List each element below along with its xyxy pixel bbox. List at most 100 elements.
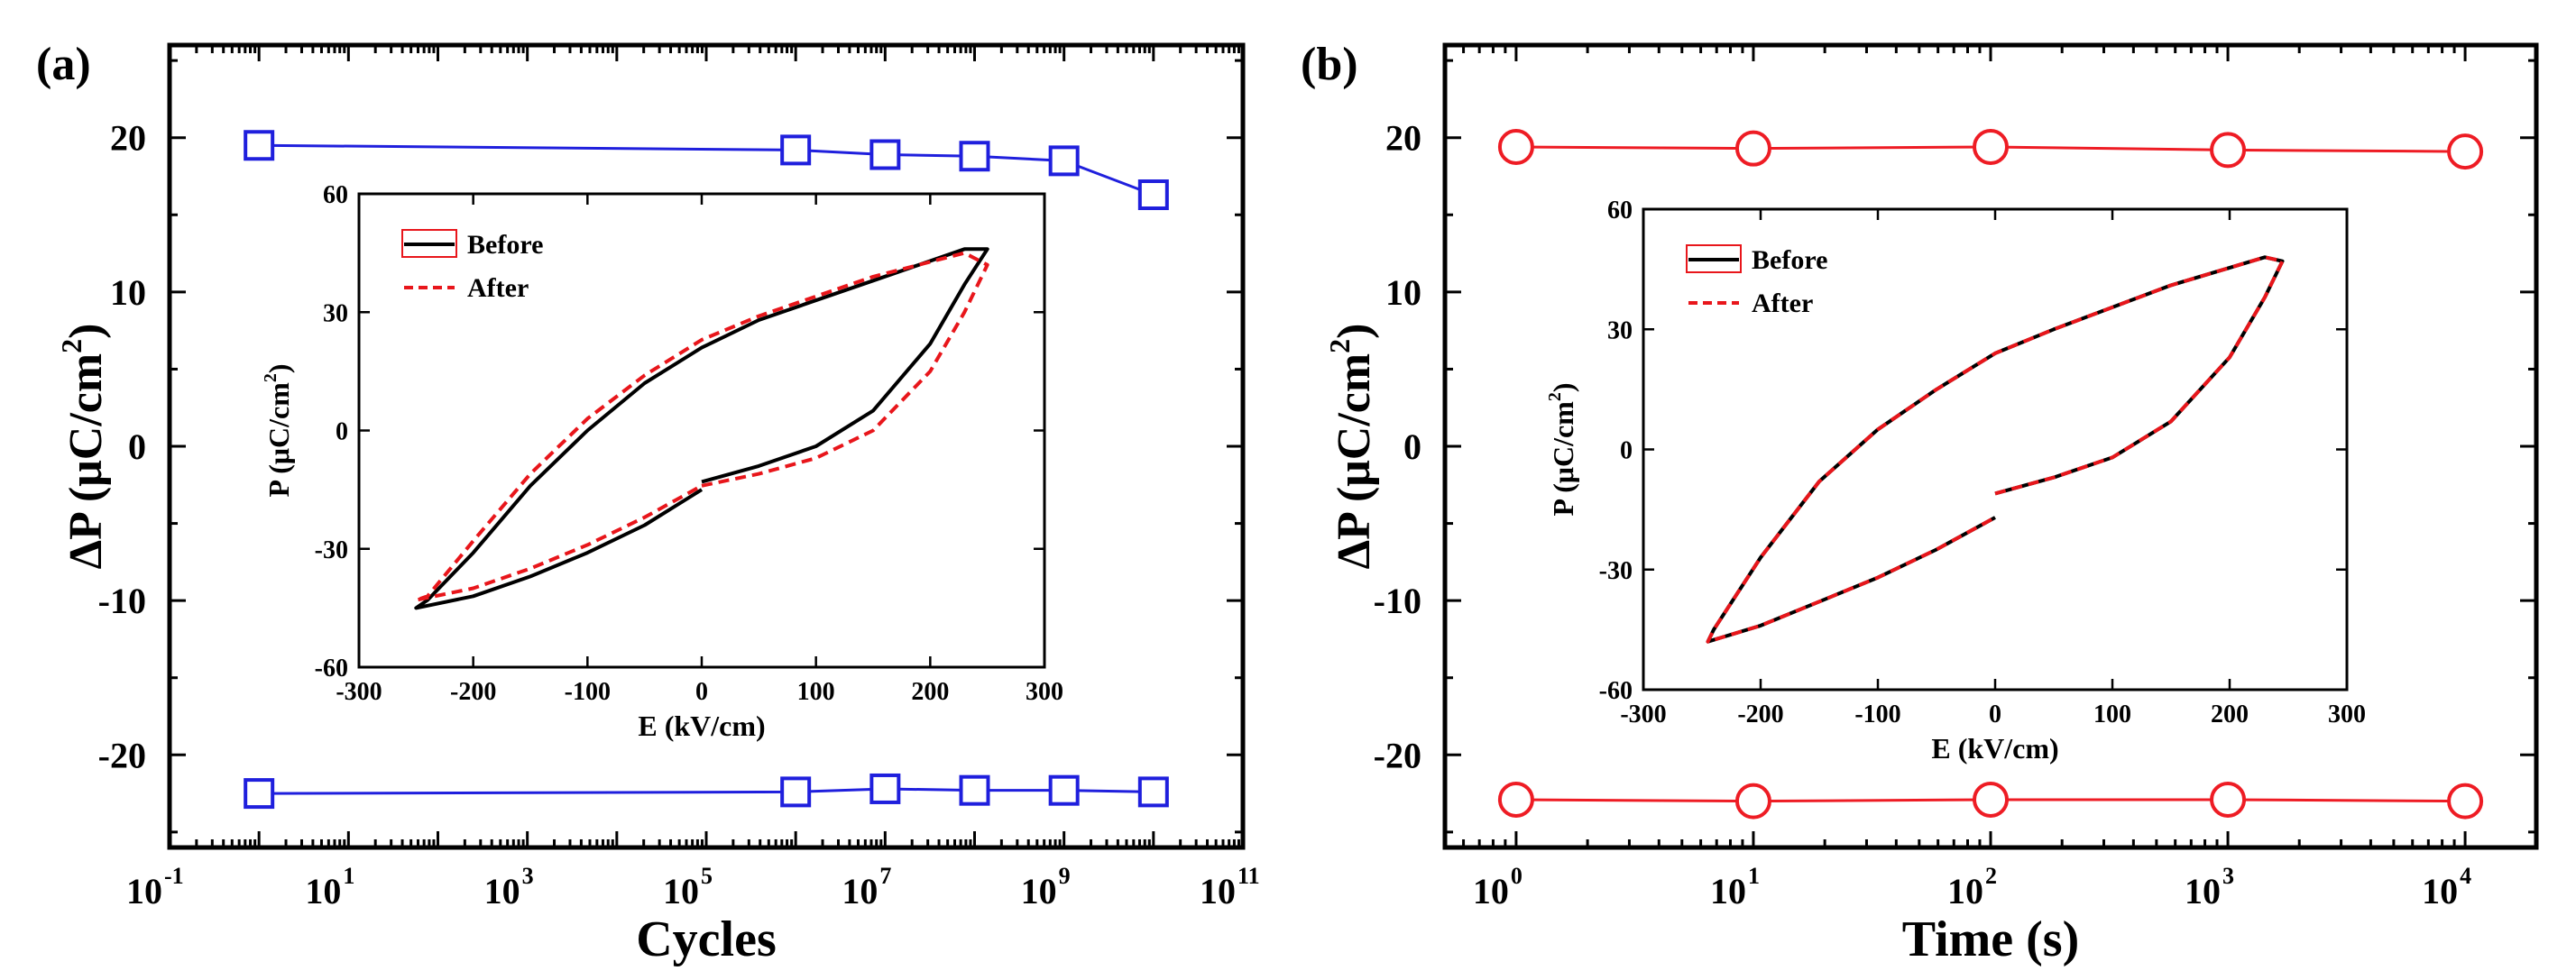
x-tick-label-exponent: 0: [1511, 863, 1523, 889]
inset-x-tick-label: -100: [1854, 701, 1900, 728]
inset-y-tick-label: -30: [1599, 557, 1633, 585]
inset-y-tick-label: 0: [1620, 437, 1633, 465]
inset-x-tick-label: -200: [1737, 701, 1783, 728]
y-tick-label: -20: [98, 735, 146, 775]
inset-y-tick-label: -30: [315, 536, 348, 564]
data-point-circle: [1973, 781, 2009, 818]
x-tick-label-exponent: 7: [879, 863, 891, 889]
y-axis-title-end: ): [1329, 323, 1380, 338]
y-axis-title-main: ΔP (μC/cm: [60, 353, 112, 570]
inset-y-title-sup: 2: [261, 373, 281, 382]
inset-x-tick-label: 300: [2328, 701, 2366, 728]
data-point-square: [1048, 145, 1080, 177]
x-tick-label-base: 10: [842, 871, 878, 911]
data-point-circle: [1497, 128, 1534, 165]
inset-frame: [1642, 207, 2349, 691]
x-tick-label: 10 0: [1473, 863, 1523, 911]
x-tick-label-exponent: 9: [1059, 863, 1071, 889]
x-tick-label-base: 10: [2185, 871, 2221, 911]
data-point-square: [244, 778, 275, 810]
y-tick-label: 20: [110, 118, 146, 159]
y-tick-label: -10: [98, 581, 146, 621]
y-tick-label: -20: [1374, 735, 1421, 775]
x-tick-label-base: 10: [305, 871, 341, 911]
inset-y-title-main: P (μC/cm: [1547, 401, 1579, 517]
x-tick-label-base: 10: [1947, 871, 1983, 911]
y-tick-label: 0: [128, 426, 146, 467]
x-tick-label-base: 10: [663, 871, 699, 911]
x-tick-label: 10 -1: [126, 863, 184, 911]
inset-x-axis-title: E (kV/cm): [1931, 732, 2058, 765]
x-tick-label-exponent: 3: [522, 863, 534, 889]
x-axis-title: Cycles: [636, 911, 777, 967]
data-point-circle: [1734, 130, 1771, 167]
x-tick-label-base: 10: [1200, 871, 1236, 911]
x-tick-label-exponent: 1: [343, 863, 354, 889]
inset-x-tick-label: 0: [1989, 701, 2001, 728]
x-tick-label-base: 10: [1710, 871, 1746, 911]
y-tick-label: 10: [1385, 272, 1421, 313]
y-axis-title-sup: 2: [55, 339, 87, 353]
inset-x-tick-label: 100: [2093, 701, 2131, 728]
inset-y-tick-label: -60: [1599, 677, 1633, 705]
y-axis-title-main: ΔP (μC/cm: [1329, 353, 1380, 570]
data-point-square: [869, 139, 901, 170]
x-tick-label: 10 2: [1947, 863, 1997, 911]
x-tick-label: 10 5: [663, 863, 713, 911]
inset-loop-after: [414, 251, 989, 602]
inset-y-tick-label: 60: [323, 181, 348, 209]
data-point-square: [1137, 776, 1169, 808]
data-point-square: [244, 130, 275, 161]
x-tick-label: 10 3: [2185, 863, 2234, 911]
inset-loop-after: [1706, 255, 2285, 644]
data-point-circle: [2447, 133, 2484, 170]
inset-x-tick-label: -300: [336, 678, 382, 706]
x-tick-label-exponent: 3: [2222, 863, 2234, 889]
y-tick-label: -10: [1374, 581, 1421, 621]
inset-loop-before: [414, 247, 989, 610]
data-point-circle: [2447, 783, 2484, 820]
x-tick-label: 10 11: [1200, 863, 1260, 911]
data-point-square: [780, 134, 812, 166]
x-tick-label-exponent: 4: [2460, 863, 2471, 889]
inset-x-tick-label: 100: [797, 678, 835, 706]
x-tick-label: 10 1: [305, 863, 354, 911]
x-tick-label-base: 10: [1473, 871, 1509, 911]
x-tick-label-base: 10: [126, 871, 162, 911]
x-tick-label-base: 10: [484, 871, 520, 911]
inset-y-tick-label: -60: [315, 655, 348, 682]
x-tick-label: 10 9: [1021, 863, 1071, 911]
inset-y-title-end: ): [1547, 382, 1579, 392]
panel-label: (a): [36, 39, 91, 90]
inset-x-tick-label: 0: [695, 678, 708, 706]
legend-label-before: Before: [1752, 245, 1827, 275]
y-tick-label: 10: [110, 272, 146, 313]
data-point-circle: [2210, 132, 2247, 169]
inset-x-tick-label: 200: [911, 678, 949, 706]
legend-swatch-box: [401, 229, 457, 258]
series-line-negative: [259, 787, 1154, 795]
inset-y-tick-label: 30: [1607, 316, 1633, 344]
data-point-circle: [1973, 128, 2009, 165]
inset-y-title-main: P (μC/cm: [262, 382, 295, 498]
x-tick-label: 10 7: [842, 863, 891, 911]
legend-label-after: After: [467, 273, 529, 303]
y-axis-title: ΔP (μC/cm2): [1323, 323, 1380, 569]
data-point-circle: [1734, 783, 1771, 820]
data-point-circle: [1497, 781, 1534, 818]
inset-y-tick-label: 60: [1607, 197, 1633, 224]
legend-label-before: Before: [467, 230, 543, 260]
inset-y-tick-label: 30: [323, 299, 348, 327]
x-tick-label: 10 1: [1710, 863, 1760, 911]
legend-swatch-box: [1686, 244, 1742, 273]
inset-x-axis-title: E (kV/cm): [638, 710, 765, 742]
x-tick-label-exponent: 11: [1237, 863, 1260, 889]
x-tick-label-exponent: -1: [164, 863, 184, 889]
x-tick-label-base: 10: [1021, 871, 1057, 911]
series-line-positive: [259, 143, 1155, 197]
inset-frame: [357, 192, 1046, 669]
